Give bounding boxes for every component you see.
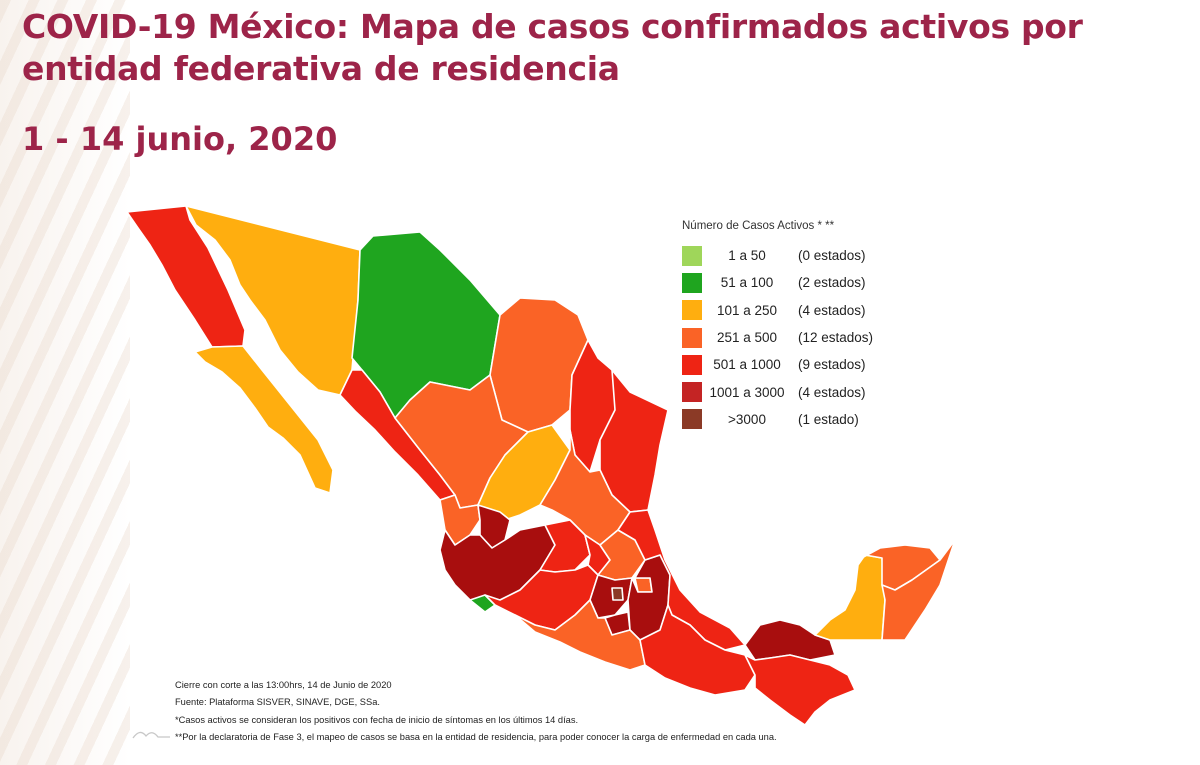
legend-range: 1001 a 3000: [709, 384, 785, 400]
legend-count: (0 estados): [798, 248, 866, 264]
legend-row: 51 a 100 (2 estados): [682, 269, 922, 296]
legend-range: 101 a 250: [716, 302, 778, 318]
state-cdmx[interactable]: [611, 587, 624, 601]
legend-row: 1 a 50 (0 estados): [682, 242, 922, 269]
legend-swatch: [682, 272, 702, 293]
state-tabasco[interactable]: [744, 619, 836, 661]
state-guerrero[interactable]: [514, 599, 646, 671]
state-chiapas[interactable]: [744, 654, 856, 726]
legend-range: >3000: [728, 411, 766, 427]
legend-swatch: [682, 245, 702, 266]
legend-row: >3000 (1 estado): [682, 406, 922, 433]
background-pattern: [0, 0, 130, 765]
legend-count: (4 estados): [798, 384, 866, 400]
footnotes: Cierre con corte a las 13:00hrs, 14 de J…: [175, 677, 875, 746]
legend-swatch: [682, 409, 702, 430]
legend-count: (9 estados): [798, 357, 866, 373]
legend: Número de Casos Activos * ** 1 a 50 (0 es…: [682, 220, 922, 433]
legend-swatch: [682, 354, 702, 375]
legend-count: (4 estados): [798, 302, 866, 318]
state-baja-california-sur[interactable]: [194, 345, 334, 494]
legend-row: 501 a 1000 (9 estados): [682, 351, 922, 378]
legend-count: (12 estados): [798, 330, 874, 346]
legend-range: 501 a 1000: [713, 357, 781, 373]
note-active-definition: *Casos activos se consideran los positiv…: [175, 714, 579, 725]
legend-row: 101 a 250 (4 estados): [682, 297, 922, 324]
date-range: 1 - 14 junio, 2020: [22, 120, 338, 158]
legend-row: 1001 a 3000 (4 estados): [682, 378, 922, 405]
note-source: Fuente: Plataforma SISVER, SINAVE, DGE, …: [175, 697, 380, 708]
legend-row: 251 a 500 (12 estados): [682, 324, 922, 351]
legend-swatch: [682, 327, 702, 348]
legend-count: (1 estado): [798, 411, 859, 427]
note-cutoff: Cierre con corte a las 13:00hrs, 14 de J…: [175, 680, 392, 690]
legend-range: 51 a 100: [720, 275, 774, 291]
state-quintana-roo[interactable]: [881, 539, 956, 641]
legend-range: 251 a 500: [716, 330, 778, 346]
state-nuevo-leon[interactable]: [569, 339, 631, 473]
state-campeche[interactable]: [814, 554, 886, 641]
signature-logo: [132, 731, 170, 739]
legend-title: Número de Casos Activos * **: [682, 220, 835, 232]
state-estado-de-mexico[interactable]: [589, 574, 633, 619]
legend-swatch: [682, 300, 702, 321]
legend-count: (2 estados): [798, 275, 866, 291]
page-title: COVID-19 México: Mapa de casos confirmad…: [22, 7, 1083, 88]
legend-swatch: [682, 382, 702, 403]
legend-range: 1 a 50: [728, 248, 766, 264]
note-phase3: **Por la declaratoria de Fase 3, el mape…: [175, 731, 777, 742]
mexico-map: [126, 205, 956, 726]
